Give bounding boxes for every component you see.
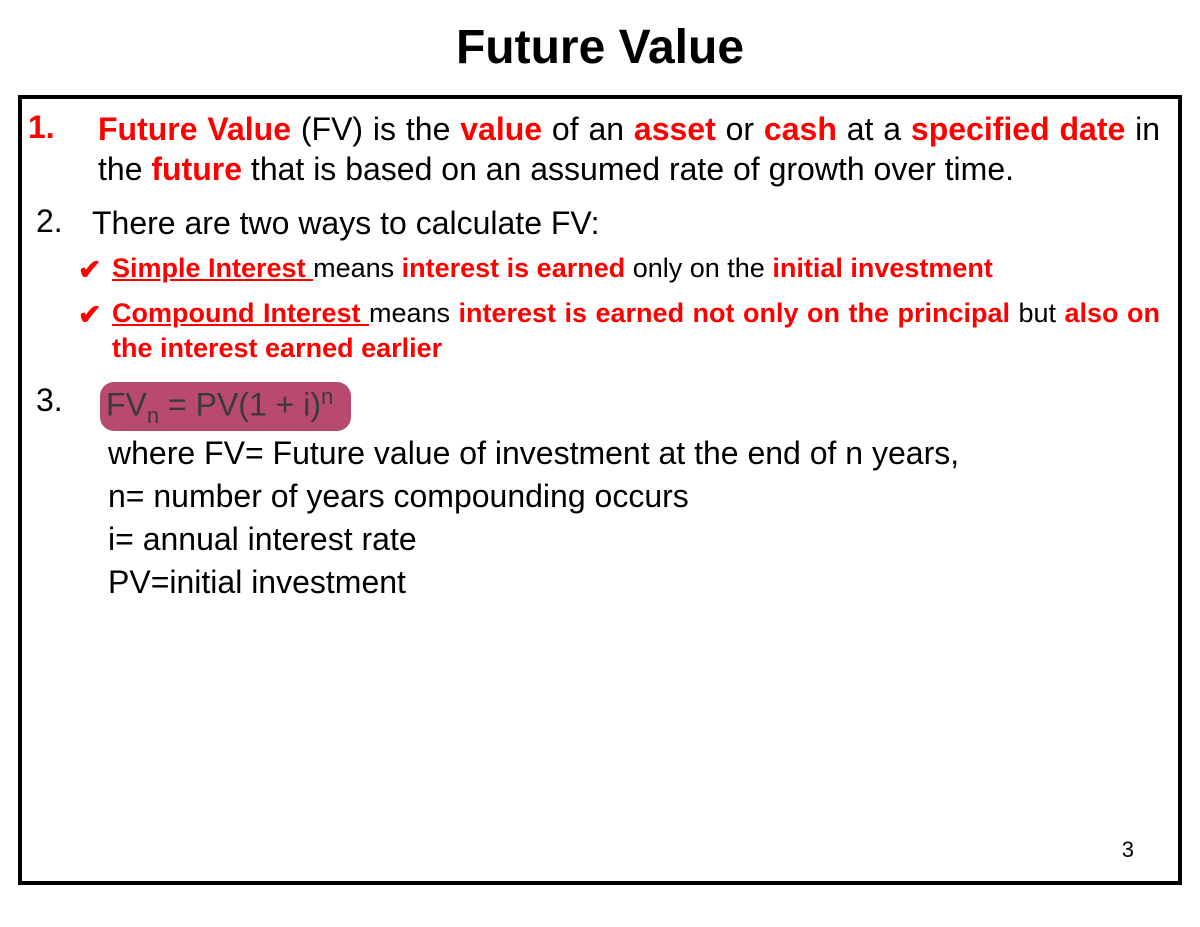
- sub1-p2: only on the: [625, 253, 772, 283]
- item1-p1: (FV) is the: [291, 111, 460, 147]
- sub1-p1: means: [313, 253, 402, 283]
- sub1-content: Simple Interest means interest is earned…: [112, 251, 1160, 286]
- sub2-p2: but: [1010, 298, 1065, 328]
- sub1-earned: interest is earned: [402, 253, 626, 283]
- item1-content: Future Value (FV) is the value of an ass…: [98, 109, 1160, 189]
- item3-number: 3.: [28, 382, 100, 419]
- sub2-compound: Compound Interest: [112, 298, 369, 328]
- sub1-simple: Simple Interest: [112, 253, 313, 283]
- list-item-1: 1. Future Value (FV) is the value of an …: [28, 109, 1160, 189]
- item1-cash: cash: [764, 111, 837, 147]
- content-box: 1. Future Value (FV) is the value of an …: [18, 95, 1182, 885]
- list-item-3: 3. FVn = PV(1 + i)n where FV= Future val…: [28, 382, 1160, 604]
- item1-fv: Future Value: [98, 111, 291, 147]
- item2-content: There are two ways to calculate FV:: [92, 203, 1160, 243]
- item2-number: 2.: [28, 203, 92, 243]
- item1-future: future: [151, 151, 242, 187]
- sub2-p1: means: [369, 298, 459, 328]
- sub-item-2: ✔ Compound Interest means interest is ea…: [78, 296, 1160, 366]
- list-item-2: 2. There are two ways to calculate FV:: [28, 203, 1160, 243]
- formula-desc4: PV=initial investment: [108, 561, 1160, 604]
- slide-title: Future Value: [10, 20, 1190, 75]
- item1-specdate: specified date: [911, 111, 1125, 147]
- item1-p6: that is based on an assumed rate of grow…: [242, 151, 1014, 187]
- sub2-earned: interest is earned not only on the princ…: [459, 298, 1010, 328]
- checkmark-icon: ✔: [78, 296, 112, 366]
- item1-number: 1.: [28, 109, 98, 189]
- item1-p2: of an: [542, 111, 634, 147]
- sub-list: ✔ Simple Interest means interest is earn…: [78, 251, 1160, 366]
- sub-item-1: ✔ Simple Interest means interest is earn…: [78, 251, 1160, 286]
- formula-sub-n: n: [147, 403, 159, 428]
- item1-p3: or: [716, 111, 764, 147]
- sub1-initial: initial investment: [772, 253, 993, 283]
- formula-sup-n: n: [321, 384, 333, 409]
- item1-asset: asset: [634, 111, 716, 147]
- formula-desc2: n= number of years compounding occurs: [108, 475, 1160, 518]
- formula-line: 3. FVn = PV(1 + i)n: [28, 382, 1160, 431]
- formula-eq: = PV(1 + i): [159, 387, 321, 423]
- checkmark-icon: ✔: [78, 251, 112, 286]
- item1-value: value: [460, 111, 542, 147]
- formula-desc3: i= annual interest rate: [108, 518, 1160, 561]
- sub2-content: Compound Interest means interest is earn…: [112, 296, 1160, 366]
- page-number: 3: [1122, 837, 1134, 863]
- item1-p4: at a: [837, 111, 911, 147]
- formula-desc1: where FV= Future value of investment at …: [108, 433, 1160, 475]
- formula-highlight: FVn = PV(1 + i)n: [100, 382, 351, 431]
- formula-fv: FV: [106, 387, 147, 423]
